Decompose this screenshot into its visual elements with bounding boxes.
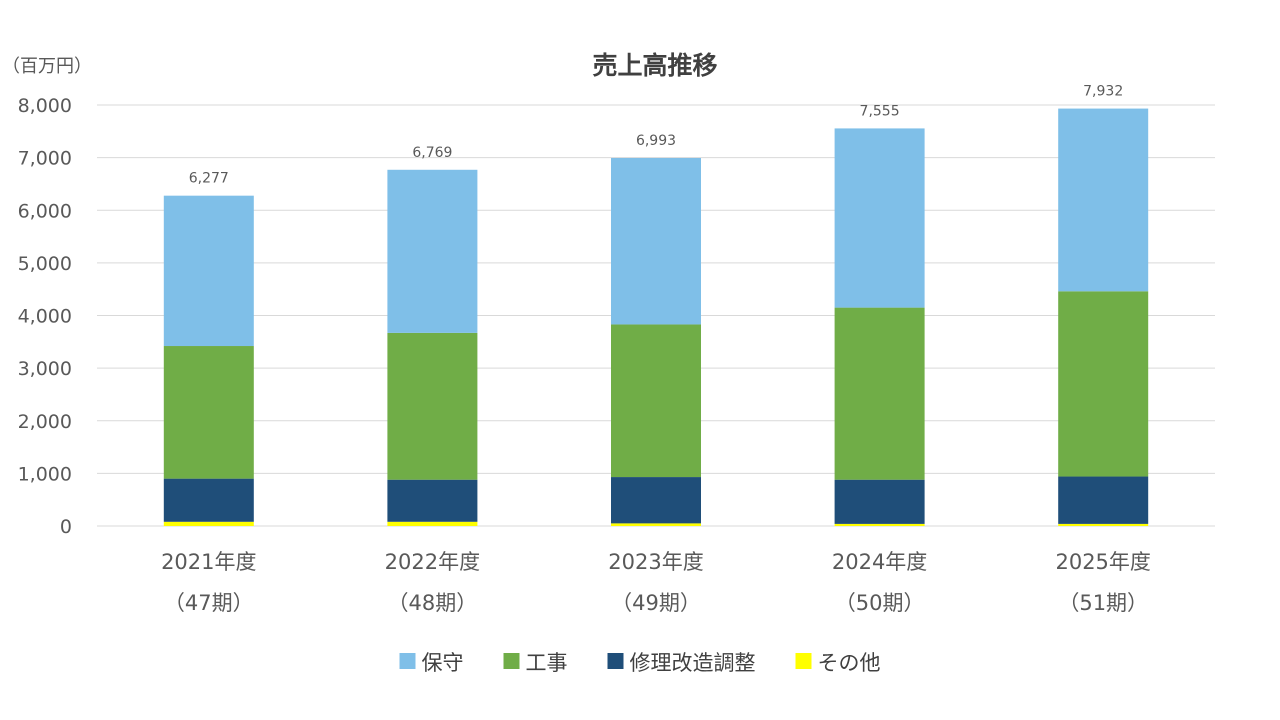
legend-swatch — [399, 653, 416, 669]
bar-segment — [1058, 523, 1149, 526]
chart-title: 売上高推移 — [592, 51, 717, 80]
y-tick-label: 4,000 — [18, 306, 72, 328]
bar-segment — [387, 479, 478, 522]
x-tick-label: 2021年度 — [161, 550, 256, 574]
x-tick-label: 2024年度 — [832, 550, 927, 574]
bar-segment — [387, 169, 478, 333]
bar-segment — [834, 523, 925, 526]
bar-segment — [611, 477, 701, 524]
x-tick-label: 2023年度 — [608, 550, 703, 574]
total-label: 6,277 — [189, 171, 229, 187]
y-tick-label: 8,000 — [18, 95, 72, 117]
x-tick-label: 2025年度 — [1055, 550, 1150, 574]
bar-segment — [387, 521, 478, 526]
legend-swatch — [795, 653, 812, 669]
total-label: 6,769 — [412, 145, 452, 161]
legend-swatch — [503, 653, 520, 669]
bar-segment — [163, 478, 254, 522]
y-tick-label: 2,000 — [18, 411, 72, 433]
x-tick-label: 2022年度 — [385, 550, 480, 574]
y-tick-label: 1,000 — [18, 463, 72, 485]
unit-label: （百万円） — [2, 56, 92, 77]
bar-segment — [611, 157, 701, 325]
total-label: 6,993 — [636, 133, 676, 149]
x-tick-sublabel: （48期） — [388, 591, 478, 615]
bar-segment — [163, 195, 254, 347]
bar-segment — [834, 307, 925, 480]
bar-segment — [611, 523, 701, 526]
y-tick-label: 3,000 — [18, 358, 72, 380]
x-tick-sublabel: （47期） — [164, 591, 254, 615]
bar-segment — [163, 521, 254, 526]
legend-label: 修理改造調整 — [630, 651, 756, 675]
y-tick-label: 6,000 — [18, 200, 72, 222]
bar-segment — [834, 128, 925, 308]
bar-segment — [834, 479, 925, 524]
y-tick-label: 7,000 — [18, 148, 72, 170]
bar-segment — [1058, 108, 1149, 292]
legend-label: その他 — [818, 651, 881, 675]
bar-segment — [387, 332, 478, 480]
x-tick-sublabel: （49期） — [611, 591, 701, 615]
bar-segment — [611, 324, 701, 478]
x-tick-sublabel: （51期） — [1058, 591, 1148, 615]
bar-segment — [163, 346, 254, 479]
bar-segment — [1058, 291, 1149, 477]
bar-segment — [1058, 476, 1149, 524]
total-label: 7,932 — [1083, 84, 1123, 100]
y-tick-label: 5,000 — [18, 253, 72, 275]
legend-swatch — [607, 653, 624, 669]
total-label: 7,555 — [860, 103, 900, 119]
x-tick-sublabel: （50期） — [835, 591, 925, 615]
y-tick-label: 0 — [60, 516, 72, 538]
legend-label: 工事 — [526, 651, 568, 675]
legend-label: 保守 — [422, 651, 464, 675]
